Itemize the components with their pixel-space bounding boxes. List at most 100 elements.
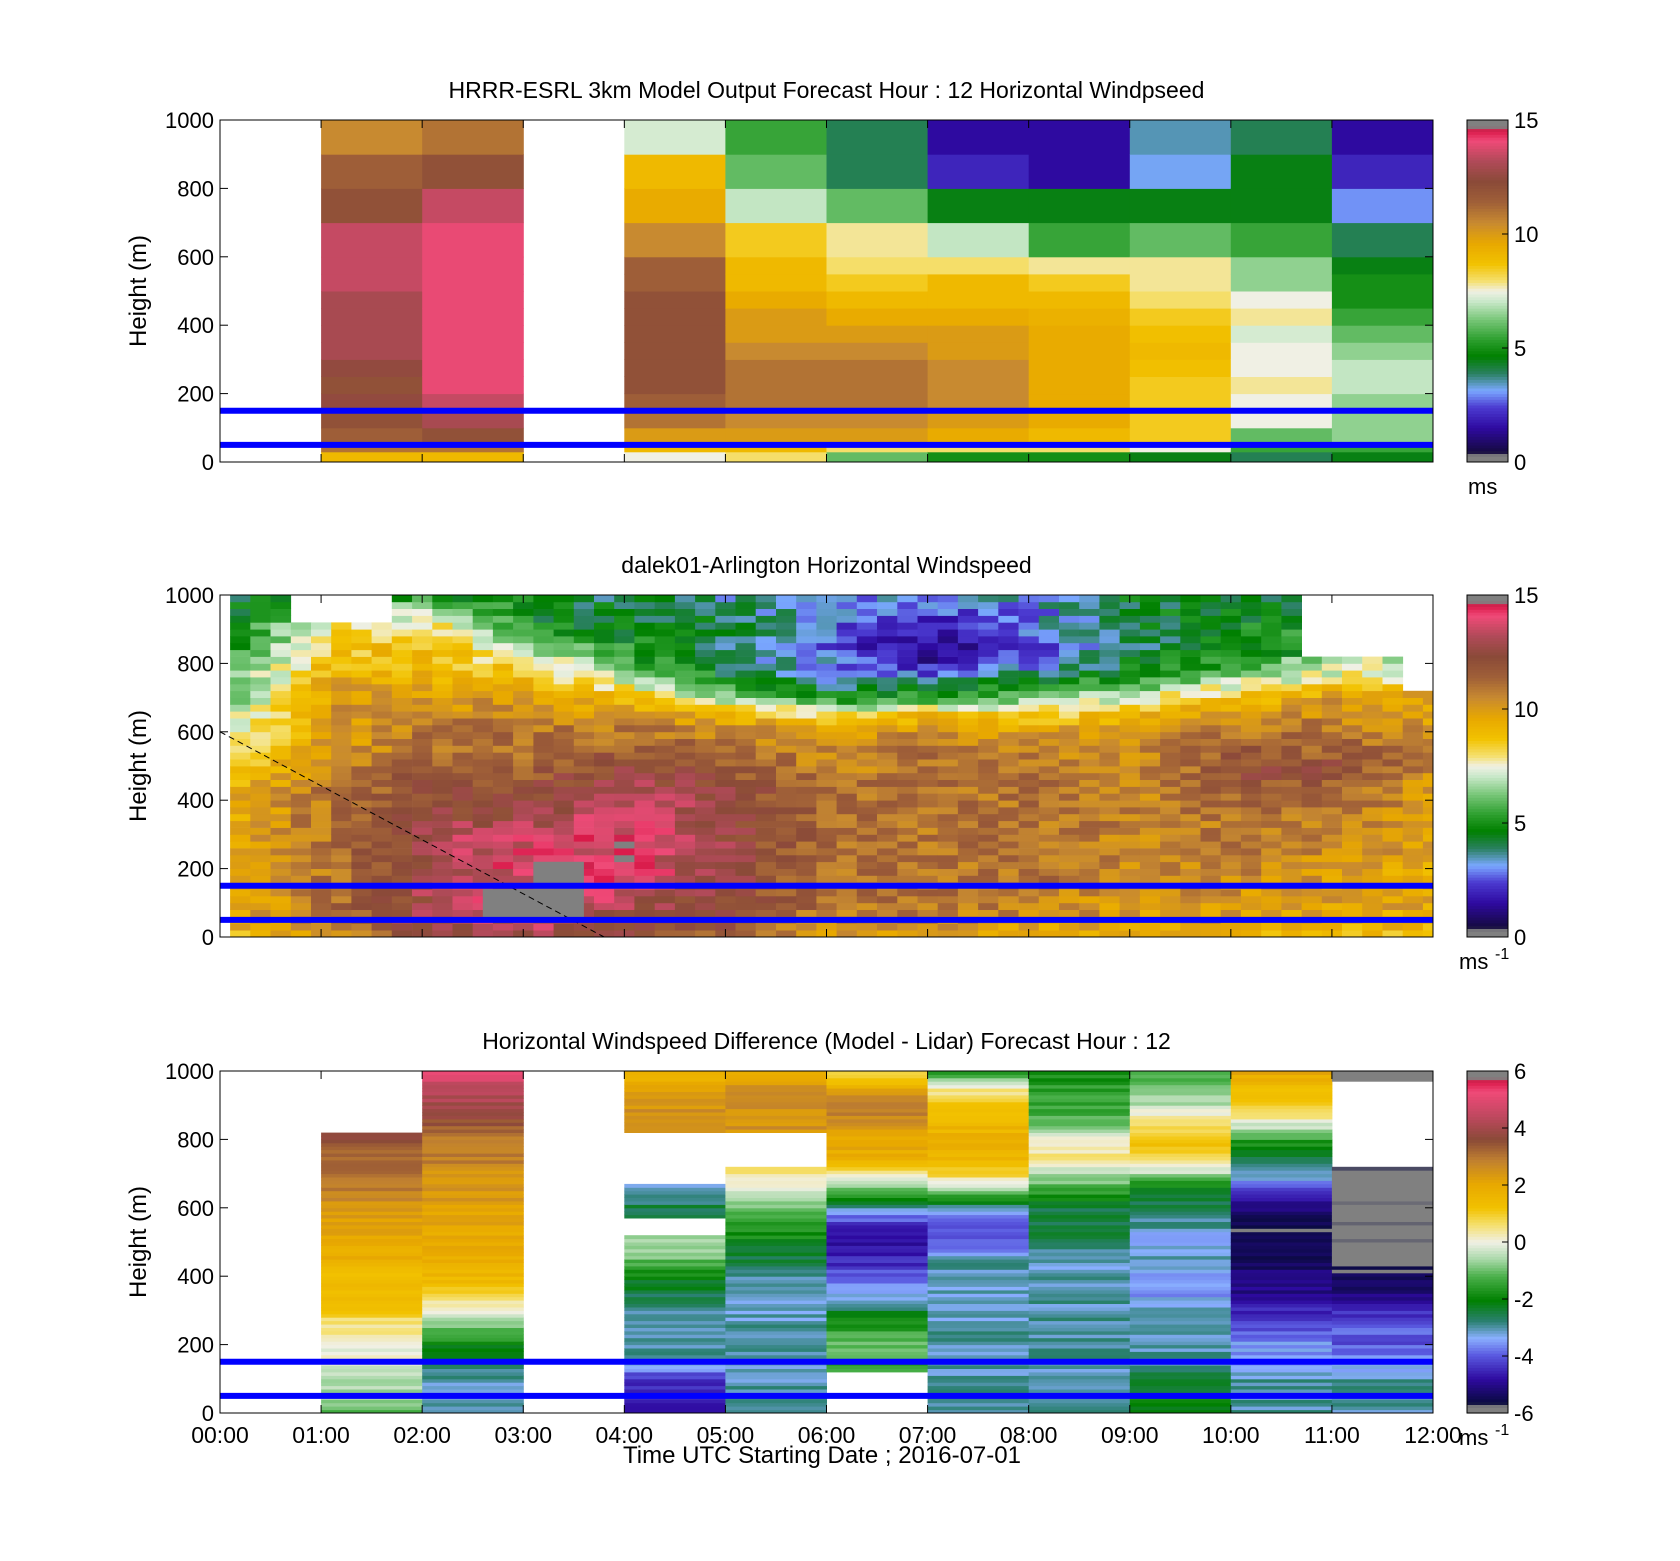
colorbar-band [1467,1293,1508,1297]
heatmap-cell [826,291,929,309]
heatmap-cell [371,889,393,897]
heatmap-cell [1129,1170,1232,1175]
heatmap-cell [1331,273,1433,292]
heatmap-cell [321,1375,423,1380]
heatmap-cell [1119,738,1141,746]
heatmap-cell [1281,690,1302,698]
heatmap-cell [250,704,271,712]
colorbar-band [1467,766,1508,770]
heatmap-cell [1129,1081,1232,1086]
heatmap-cell [674,841,696,849]
heatmap-cell [1038,642,1060,651]
heatmap-cell [917,902,939,910]
heatmap-cell [927,1293,1030,1298]
colorbar-band [1467,396,1508,400]
heatmap-cell [937,772,959,780]
heatmap-cell [250,608,271,616]
heatmap-cell [1220,820,1242,828]
heatmap-cell [230,772,251,780]
heatmap-cell [927,1187,1030,1192]
heatmap-cell [513,622,534,630]
heatmap-cell [270,793,292,801]
heatmap-cell [1331,1255,1433,1260]
heatmap-cell [725,1293,827,1298]
heatmap-cell [391,800,413,808]
heatmap-cell [816,909,837,917]
heatmap-cell [1129,1091,1232,1096]
colorbar-band [1467,743,1508,747]
heatmap-cell [1079,595,1100,603]
heatmap-cell [1180,923,1201,931]
heatmap-cell [695,683,716,692]
heatmap-cell [1321,800,1343,808]
colorbar-band [1467,606,1508,610]
heatmap-cell [826,359,929,377]
heatmap-cell [1301,711,1323,719]
heatmap-cell [1281,697,1302,705]
heatmap-cell [776,848,797,856]
heatmap-cell [422,1231,524,1236]
heatmap-cell [1119,601,1141,609]
heatmap-cell [674,697,696,705]
heatmap-cell [1059,841,1080,849]
heatmap-cell [492,786,514,794]
colorbar-band [1467,700,1508,704]
heatmap-cell [826,1091,929,1096]
heatmap-cell [1331,1214,1433,1219]
heatmap-cell [1079,848,1100,856]
heatmap-cell [927,1368,1030,1373]
heatmap-cell [1129,410,1232,429]
heatmap-cell [1028,1146,1131,1151]
heatmap-cell [715,868,736,876]
heatmap-cell [1160,738,1181,746]
heatmap-cell [978,868,999,876]
heatmap-cell [321,1283,423,1287]
heatmap-cell [1382,759,1404,767]
heatmap-cell [331,677,352,685]
heatmap-cell [1200,642,1222,651]
heatmap-cell [776,766,797,774]
heatmap-cell [1422,738,1433,746]
heatmap-cell [624,154,726,189]
heatmap-cell [624,1245,726,1250]
heatmap-cell [1240,854,1262,863]
heatmap-cell [1129,1159,1232,1164]
heatmap-cell [927,1235,1030,1240]
heatmap-cell [1129,222,1232,258]
heatmap-cell [492,875,514,883]
heatmap-cell [1230,1231,1333,1236]
heatmap-cell [927,1163,1030,1168]
heatmap-cell [321,1218,423,1222]
heatmap-cell [573,766,595,774]
heatmap-cell [1038,677,1060,685]
heatmap-cell [877,745,898,753]
heatmap-cell [1129,154,1232,189]
heatmap-cell [1160,786,1181,794]
heatmap-cell [432,683,453,692]
colorbar-band [1467,1130,1508,1135]
heatmap-cell [553,800,575,808]
heatmap-cell [311,725,332,733]
heatmap-cell [715,896,736,904]
heatmap-cell [957,807,979,815]
heatmap-cell [897,923,918,931]
heatmap-cell [594,595,615,603]
heatmap-cell [290,909,312,917]
heatmap-cell [1119,690,1141,698]
heatmap-cell [422,308,524,326]
heatmap-cell [816,875,837,883]
heatmap-cell [897,772,918,780]
heatmap-cell [1230,325,1333,343]
heatmap-cell [594,875,615,883]
heatmap-cell [755,854,777,863]
heatmap-cell [321,256,423,275]
heatmap-cell [1200,759,1222,767]
heatmap-cell [836,759,858,767]
heatmap-cell [776,854,797,863]
heatmap-cell [1261,745,1282,753]
heatmap-cell [1160,875,1181,883]
heatmap-cell [1220,834,1242,842]
heatmap-cell [1362,731,1383,739]
heatmap-cell [412,889,433,897]
heatmap-cell [1281,820,1302,828]
